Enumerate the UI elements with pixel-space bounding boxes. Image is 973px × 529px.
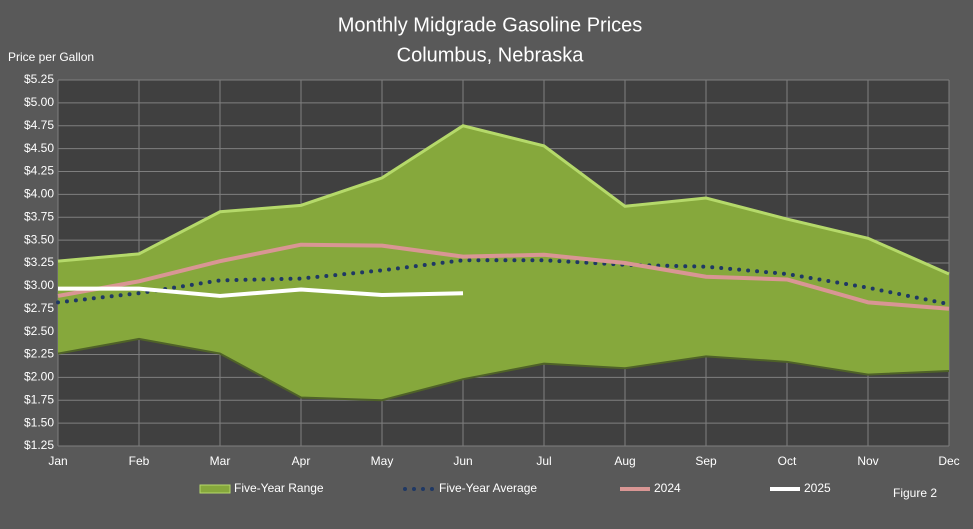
y-tick-label: $1.25	[24, 438, 54, 452]
y-tick-label: $4.50	[24, 141, 54, 155]
chart-title: Monthly Midgrade Gasoline Prices	[338, 14, 643, 36]
y-tick-label: $2.00	[24, 370, 54, 384]
x-tick-label: Jul	[536, 454, 551, 468]
y-tick-label: $4.75	[24, 118, 54, 132]
y-tick-label: $2.75	[24, 301, 54, 315]
x-tick-label: Oct	[778, 454, 797, 468]
range-high-edge	[57, 124, 950, 276]
y-tick-label: $3.25	[24, 255, 54, 269]
y-tick-label: $4.00	[24, 187, 54, 201]
range-low-edge	[57, 337, 950, 402]
y-axis-label: Price per Gallon	[8, 50, 94, 64]
legend-label: 2024	[654, 481, 681, 495]
x-tick-label: Apr	[292, 454, 311, 468]
x-tick-label: Jan	[48, 454, 67, 468]
line	[57, 242, 950, 311]
line	[58, 286, 464, 298]
y-tick-label: $3.50	[24, 232, 54, 246]
range-area	[58, 125, 949, 401]
legend-label: 2025	[804, 481, 831, 495]
line	[56, 258, 951, 307]
y-tick-label: $3.75	[24, 209, 54, 223]
x-tick-label: Feb	[129, 454, 150, 468]
y-tick-label: $5.00	[24, 95, 54, 109]
legend-label: Five-Year Average	[439, 481, 537, 495]
x-tick-label: Mar	[210, 454, 231, 468]
x-tick-label: Aug	[614, 454, 635, 468]
x-tick-label: Dec	[938, 454, 959, 468]
x-tick-label: May	[371, 454, 394, 468]
annotation: Figure 2	[893, 486, 937, 500]
y-tick-label: $3.00	[24, 278, 54, 292]
legend-label: Five-Year Range	[234, 481, 324, 495]
x-tick-label: Sep	[695, 454, 717, 468]
y-tick-label: $5.25	[24, 72, 54, 86]
y-tick-label: $2.25	[24, 347, 54, 361]
y-tick-label: $4.25	[24, 164, 54, 178]
legend-swatch	[199, 484, 231, 494]
x-tick-label: Nov	[857, 454, 878, 468]
chart-subtitle: Columbus, Nebraska	[397, 44, 585, 66]
y-tick-label: $1.75	[24, 392, 54, 406]
x-tick-label: Jun	[453, 454, 472, 468]
y-tick-label: $2.50	[24, 324, 54, 338]
y-tick-label: $1.50	[24, 415, 54, 429]
